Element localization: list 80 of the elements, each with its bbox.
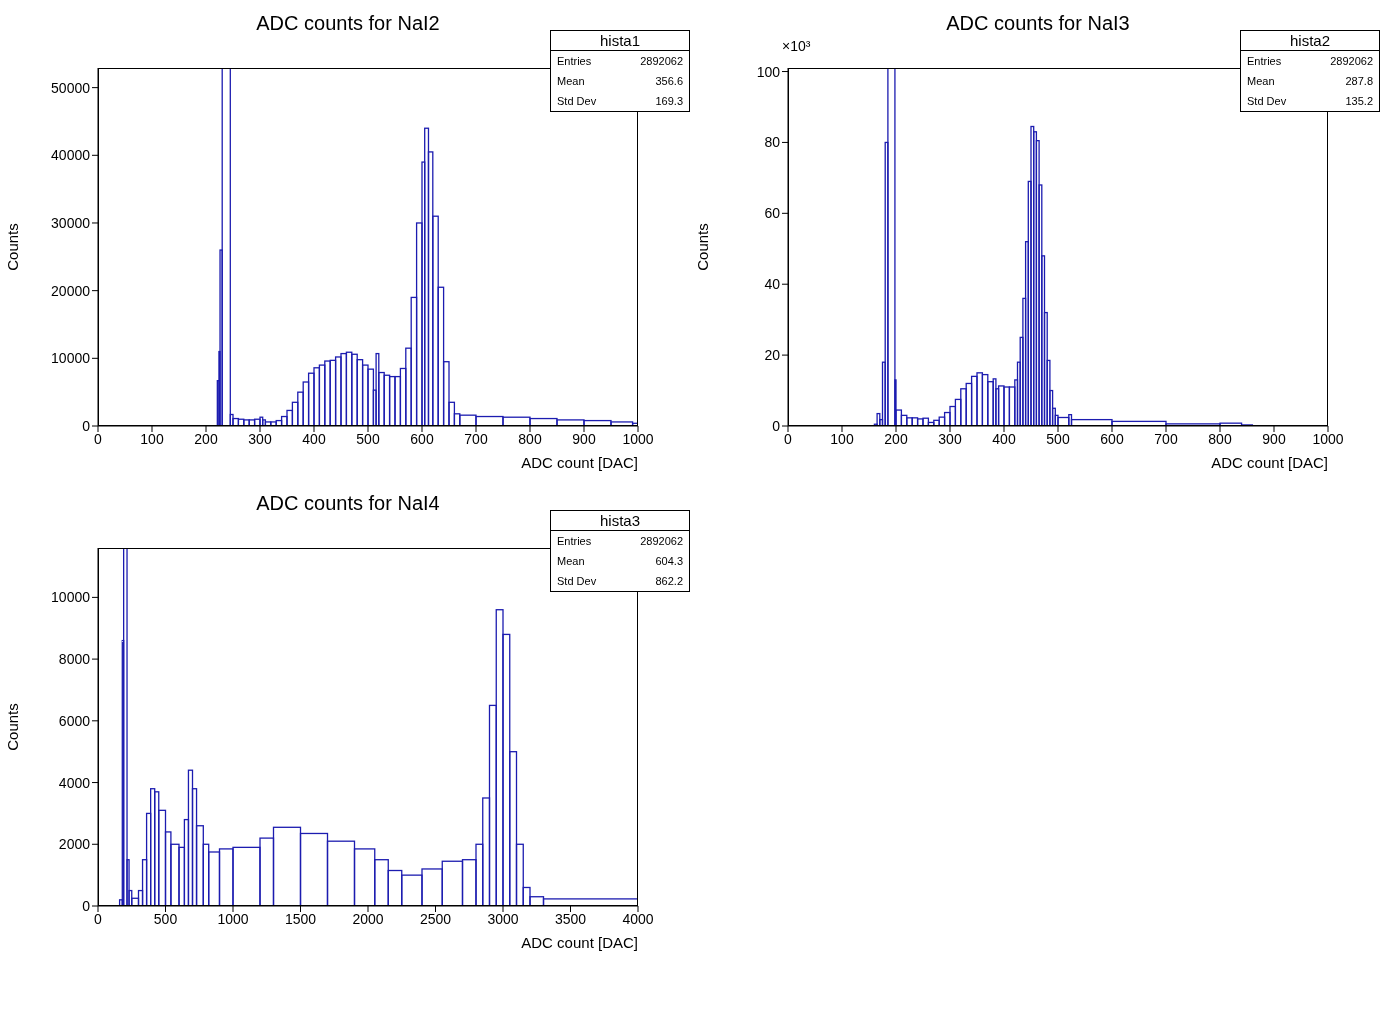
y-axis-title: Counts — [694, 223, 712, 271]
x-tick-label: 0 — [94, 430, 103, 447]
x-tick-label: 300 — [938, 430, 962, 447]
x-tick-label: 1000 — [1312, 430, 1344, 447]
y-tick-label: 0 — [772, 417, 781, 434]
x-tick-label: 3500 — [554, 910, 587, 927]
x-tick-label: 800 — [1208, 430, 1232, 447]
y-tick-label: 60 — [764, 205, 781, 222]
y-tick-label: 20 — [764, 347, 781, 364]
text: 2892062 — [1330, 55, 1373, 67]
x-tick-label: 300 — [248, 430, 272, 447]
y-tick-label: 40 — [764, 276, 781, 293]
y-tick-label: 30000 — [51, 214, 91, 231]
x-tick-label: 0 — [94, 910, 103, 927]
chart-title: ADC counts for NaI4 — [256, 492, 440, 514]
y-tick-label: 4000 — [58, 774, 91, 791]
x-tick-label: 1000 — [217, 910, 249, 927]
x-tick-label: 400 — [992, 430, 1016, 447]
x-tick-label: 1000 — [622, 430, 654, 447]
annotation: Std Dev — [557, 95, 597, 107]
x-tick-label: 700 — [464, 430, 488, 447]
text: hista3 — [551, 511, 689, 531]
y-tick-label: 2000 — [58, 836, 91, 853]
x-tick-label: 700 — [1154, 430, 1178, 447]
x-tick-label: 500 — [153, 910, 178, 927]
y-tick-label: 50000 — [51, 79, 91, 96]
x-tick-label: 100 — [830, 430, 854, 447]
y-axis-title: Counts — [4, 703, 22, 751]
x-axis-title: ADC count [DAC] — [1211, 454, 1328, 471]
x-tick-label: 200 — [884, 430, 908, 447]
text: 169.3 — [655, 95, 683, 107]
text: hista1 — [551, 31, 689, 51]
text: 287.8 — [1345, 75, 1373, 87]
chart-title: ADC counts for NaI2 — [256, 12, 440, 34]
text: ×10³ — [782, 38, 811, 54]
y-tick-label: 100 — [756, 63, 781, 80]
annotation: Mean — [557, 555, 585, 567]
y-tick-label: 8000 — [58, 651, 91, 668]
text: Entries — [1247, 55, 1282, 67]
y-tick-label: 10000 — [51, 589, 91, 606]
annotation: Std Dev — [557, 575, 597, 587]
x-tick-label: 1500 — [284, 910, 317, 927]
x-tick-label: 4000 — [622, 910, 654, 927]
y-tick-label: 6000 — [58, 712, 91, 729]
x-tick-label: 500 — [356, 430, 380, 447]
x-tick-label: 0 — [784, 430, 793, 447]
y-tick-label: 20000 — [51, 282, 91, 299]
y-tick-label: 0 — [82, 417, 91, 434]
text: Entries — [557, 55, 592, 67]
x-tick-label: 2000 — [352, 910, 384, 927]
x-tick-label: 2500 — [419, 910, 452, 927]
text: hista2 — [1241, 31, 1379, 51]
y-axis-title: Counts — [4, 223, 22, 271]
x-tick-label: 600 — [1100, 430, 1124, 447]
x-axis-title: ADC count [DAC] — [521, 454, 638, 471]
chart-title: ADC counts for NaI3 — [946, 12, 1130, 34]
text: 862.2 — [655, 575, 683, 587]
text: 2892062 — [640, 535, 683, 547]
x-tick-label: 100 — [140, 430, 164, 447]
annotation: Std Dev — [1247, 95, 1287, 107]
text: 135.2 — [1345, 95, 1373, 107]
y-tick-label: 80 — [764, 134, 781, 151]
y-tick-label: 10000 — [51, 350, 91, 367]
y-tick-label: 0 — [82, 897, 91, 914]
text: 604.3 — [655, 555, 683, 567]
x-tick-label: 900 — [1262, 430, 1286, 447]
x-tick-label: 3000 — [487, 910, 519, 927]
text: Entries — [557, 535, 592, 547]
y-tick-label: 40000 — [51, 147, 91, 164]
annotation: Mean — [557, 75, 585, 87]
x-tick-label: 800 — [518, 430, 542, 447]
text: 356.6 — [655, 75, 683, 87]
x-tick-label: 600 — [410, 430, 434, 447]
annotation: Mean — [1247, 75, 1275, 87]
x-tick-label: 200 — [194, 430, 218, 447]
x-tick-label: 500 — [1046, 430, 1070, 447]
x-axis-title: ADC count [DAC] — [521, 934, 638, 951]
x-tick-label: 400 — [302, 430, 326, 447]
x-tick-label: 900 — [572, 430, 596, 447]
text: 2892062 — [640, 55, 683, 67]
